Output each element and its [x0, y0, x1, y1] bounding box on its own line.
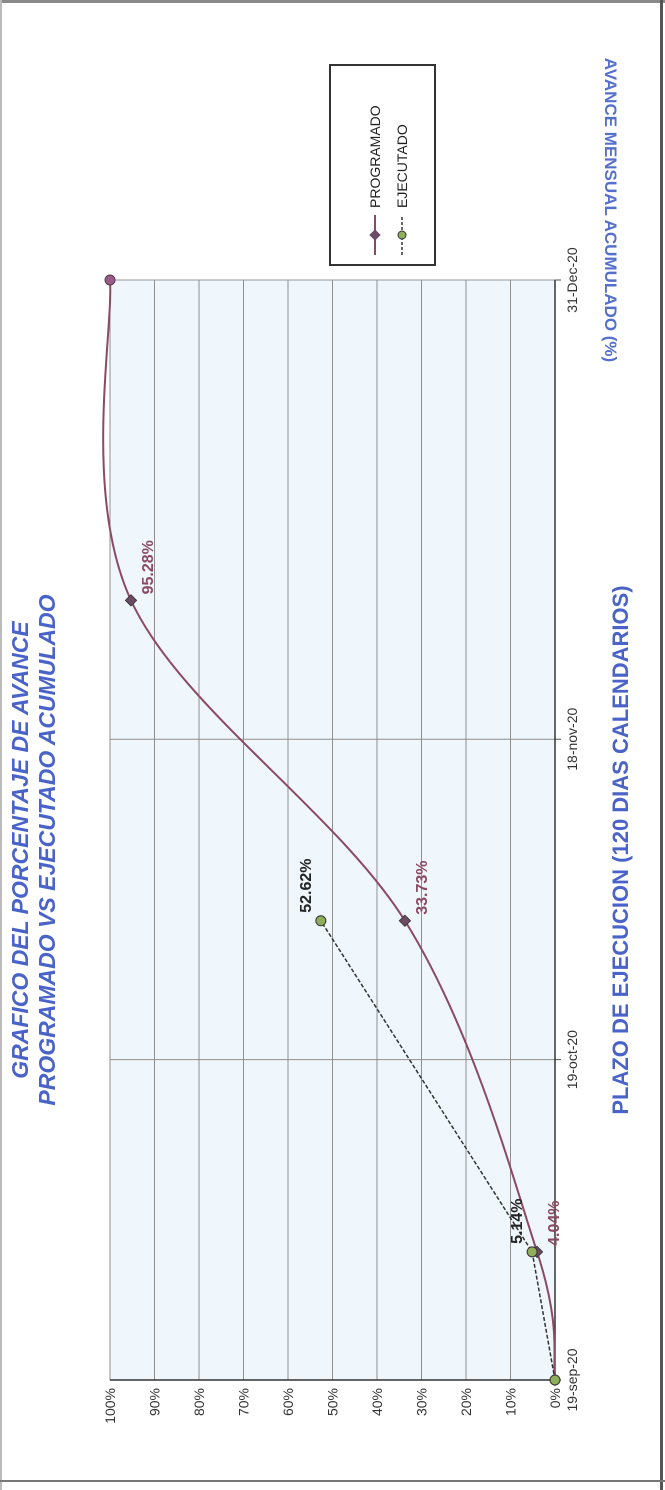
x-tick-label: 31-Dec-20 [564, 247, 580, 313]
series-layer: 4.04% 33.73% 95.28% 5.14% 52.62% [102, 274, 563, 1387]
data-label-ejecutado: 52.62% [298, 859, 315, 913]
y-tick-label: 80% [191, 1388, 207, 1416]
point-ejecutado [549, 1374, 561, 1386]
axis-layer: 0% 10% 20% 30% 40% 50% 60% 70% 80% 90% 100% 19-sep-… [102, 247, 580, 1424]
legend-ejecutado-marker [397, 230, 407, 240]
y-tick-label: 90% [147, 1388, 163, 1416]
border-left [0, 0, 2, 1490]
data-label-programado: 4.04% [546, 1200, 563, 1245]
point-programado [124, 594, 138, 607]
y-tick-label: 0% [547, 1388, 563, 1408]
legend-programado-marker [369, 229, 381, 241]
x-tick-label: 19-oct-20 [564, 1030, 580, 1089]
legend-box [329, 64, 436, 266]
legend-ejecutado-label: EJECUTADO [394, 124, 410, 208]
legend: PROGRAMADO EJECUTADO [329, 64, 436, 266]
x-tick-label: 19-sep-20 [564, 1348, 580, 1411]
series-line-ejecutado [320, 920, 556, 1381]
point-ejecutado [526, 1246, 538, 1258]
y-tick-label: 100% [102, 1388, 118, 1424]
point-programado [104, 274, 116, 286]
y-tick-label: 70% [236, 1388, 252, 1416]
border-top [0, 0, 665, 3]
y-tick-label: 60% [280, 1388, 296, 1416]
point-programado [398, 914, 412, 927]
y-tick-label: 10% [503, 1388, 519, 1416]
data-label-programado: 33.73% [414, 861, 431, 915]
border-bottom [0, 1480, 665, 1482]
y-tick-label: 50% [325, 1388, 341, 1416]
data-label-ejecutado: 5.14% [509, 1198, 526, 1243]
border-right [660, 0, 663, 1490]
data-label-programado: 95.28% [140, 540, 157, 594]
chart-title-line-1: GRAFICO DEL PORCENTAJE DE AVANCE [7, 621, 33, 1079]
chart-title-line-2: PROGRAMADO VS EJECUTADO ACUMULADO [34, 594, 60, 1105]
x-axis-label: PLAZO DE EJECUCION (120 DIAS CALENDARIOS… [608, 585, 633, 1114]
y-tick-label: 30% [414, 1388, 430, 1416]
x-tick-label: 18-nov-20 [564, 707, 580, 770]
point-ejecutado [315, 915, 327, 927]
y-tick-label: 40% [369, 1388, 385, 1416]
legend-programado-label: PROGRAMADO [367, 105, 383, 208]
y-axis-label-group: AVANCE MENSUAL ACUMULADO (%) [601, 58, 620, 362]
y-axis-label: AVANCE MENSUAL ACUMULADO (%) [601, 58, 620, 362]
y-tick-label: 20% [458, 1388, 474, 1416]
